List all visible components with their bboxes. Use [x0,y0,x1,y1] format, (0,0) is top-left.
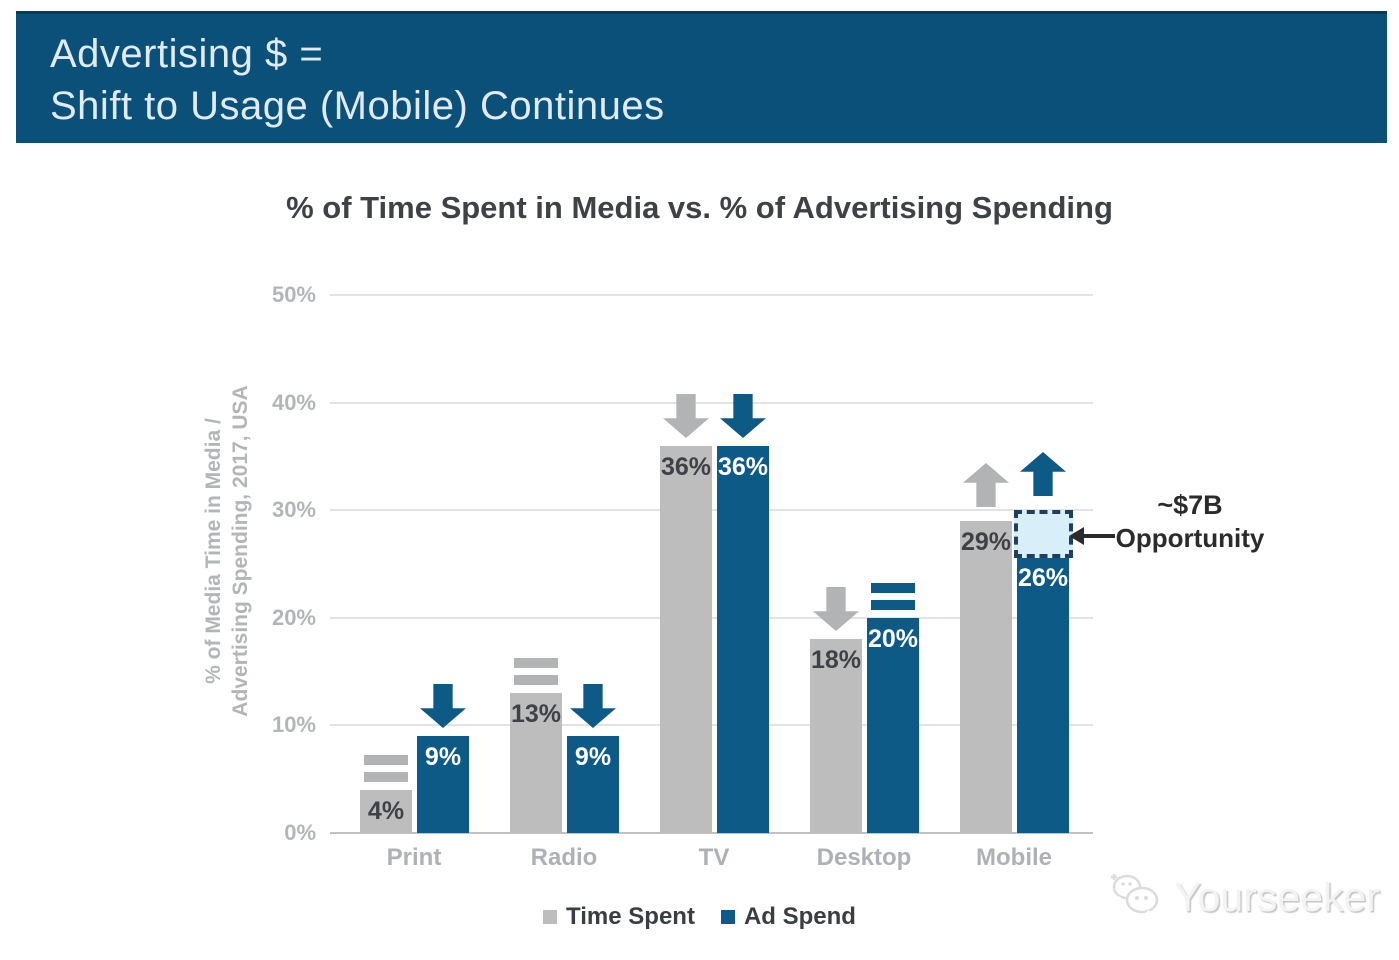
trend-arrow-down-icon [813,587,859,631]
slide-header-line2: Shift to Usage (Mobile) Continues [50,84,665,128]
left-arrow-icon [1083,534,1115,538]
opportunity-annotation: ~$7B Opportunity [1100,490,1280,554]
trend-arrow-up-icon [963,463,1009,507]
chart-title: % of Time Spent in Media vs. % of Advert… [286,190,1113,225]
trend-arrow-down-icon [420,684,466,728]
y-axis-label-line1: % of Media Time in Media / [202,418,225,684]
opportunity-annotation-line1: ~$7B [1157,490,1223,520]
category-label-radio: Radio [530,844,598,871]
bar-value-label: 13% [510,700,562,728]
gridline [330,832,1093,834]
slide-header-line1: Advertising $ = [50,32,324,76]
bar-time-spent-print: 4% [360,790,412,833]
bar-value-label: 26% [1017,564,1069,592]
legend-label-ad-spend: Ad Spend [743,903,856,930]
category-label-print: Print [386,844,442,871]
legend-item-ad-spend: Ad Spend [720,903,856,931]
bar-value-label: 29% [960,528,1012,556]
bar-value-label: 18% [810,646,862,674]
legend-item-time-spent: Time Spent [543,903,695,931]
bar-ad-spend-tv: 36% [717,446,769,833]
bar-time-spent-desktop: 18% [810,639,862,833]
bar-time-spent-mobile: 29% [960,521,1012,833]
watermark: Yourseeker [1106,870,1380,924]
bar-value-label: 9% [424,743,462,771]
left-arrow-head-icon [1069,527,1084,545]
chat-bubbles-icon [1111,874,1159,917]
trend-equal-icon [364,772,408,782]
chart-legend: Time Spent Ad Spend [0,903,1399,931]
bar-ad-spend-print: 9% [417,736,469,833]
bar-ad-spend-mobile: 26% [1017,553,1069,833]
opportunity-box [1014,510,1073,558]
category-label-tv: TV [698,844,730,871]
gridline [330,401,1093,404]
trend-equal-icon [364,755,408,765]
slide-header: Advertising $ = Shift to Usage (Mobile) … [16,11,1387,143]
gridline [330,294,1093,296]
tick-label: 50% [271,282,316,307]
trend-equal-icon [514,658,558,668]
bar-value-label: 4% [367,797,405,825]
trend-equal-icon [514,675,558,685]
trend-arrow-down-icon [663,394,709,438]
bar-value-label: 36% [660,453,712,481]
time-spent-swatch-icon [543,910,558,924]
ad-spend-swatch-icon [720,910,735,924]
tick-label: 20% [271,604,316,630]
watermark-text: Yourseeker [1174,873,1380,920]
bar-ad-spend-desktop: 20% [867,618,919,833]
tick-label: 0% [284,820,316,845]
tick-label: 30% [271,497,316,523]
bar-ad-spend-radio: 9% [567,736,619,833]
bar-value-label: 9% [574,743,612,771]
trend-equal-icon [871,600,915,610]
trend-equal-icon [871,583,915,593]
category-label-desktop: Desktop [816,844,912,871]
bar-value-label: 20% [867,625,919,653]
trend-arrow-up-icon [1020,452,1066,496]
trend-arrow-down-icon [720,394,766,438]
legend-label-time-spent: Time Spent [566,903,695,930]
bar-time-spent-radio: 13% [510,693,562,833]
bar-time-spent-tv: 36% [660,446,712,833]
tick-label: 10% [271,712,316,738]
opportunity-annotation-line2: Opportunity [1115,523,1265,553]
tick-label: 40% [271,389,316,415]
bar-value-label: 36% [717,453,769,481]
trend-arrow-down-icon [570,684,616,728]
category-label-mobile: Mobile [976,844,1052,871]
plot-area: 50% 40% 30% 20% 10% 0% 4% 13% 36% 18% 29% 9% 9% 36% 20… [272,282,1093,871]
